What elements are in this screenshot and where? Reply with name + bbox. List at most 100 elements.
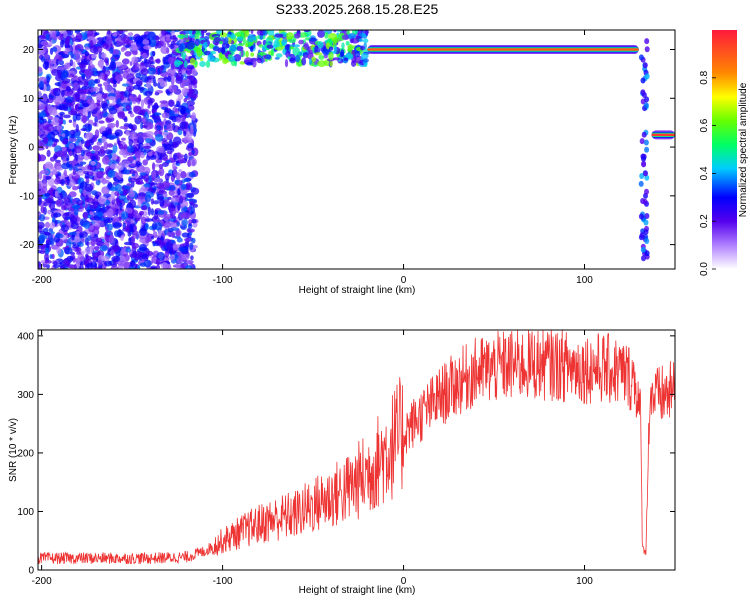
spectrogram-blob [131, 124, 137, 131]
spectrogram-blob [154, 92, 160, 96]
spectrogram-blob [309, 58, 312, 65]
spectrogram-blob [114, 191, 119, 197]
spectrogram-stripe-blob [642, 198, 648, 205]
spectrogram-blob [180, 108, 186, 115]
spectrogram-blob [43, 137, 49, 145]
spectrogram-blob [175, 116, 182, 122]
spectrogram-x-tick-label: 100 [576, 275, 593, 286]
spectrogram-blob [181, 211, 190, 220]
spectrogram-blob [61, 162, 70, 170]
spectrogram-blob [91, 54, 97, 59]
spectrogram-blob [38, 244, 46, 250]
spectrogram-blob [220, 36, 224, 40]
spectrogram-blob [155, 159, 163, 164]
spectrogram-blob [163, 214, 173, 219]
spectrogram-blob [236, 36, 243, 42]
spectrogram-blob [80, 63, 86, 73]
spectrogram-blob [68, 191, 77, 198]
spectrogram-blob [141, 52, 148, 59]
spectrogram-blob [53, 210, 61, 214]
spectrogram-blob [64, 247, 73, 255]
spectrogram-blob [156, 209, 165, 215]
spectrogram-blob [102, 43, 109, 50]
spectrogram-blob [136, 136, 145, 145]
spectrogram-blob [84, 133, 93, 140]
spectrogram-blob [180, 183, 187, 191]
spectrogram-blob [38, 66, 43, 74]
spectrogram-blob [64, 62, 71, 70]
spectrogram-y-ticks: -20 -10 0 10 20 [20, 45, 675, 251]
spectrogram-blob [156, 146, 165, 153]
spectrogram-blob [295, 54, 301, 63]
spectrogram-blob [166, 150, 173, 155]
spectrogram-blob [170, 30, 175, 36]
spectrogram-blob [129, 61, 133, 66]
spectrogram-blob [38, 103, 46, 111]
spectrogram-blob [91, 99, 95, 105]
spectrogram-blob [57, 67, 65, 71]
spectrogram-blob [360, 45, 365, 51]
spectrogram-blob [151, 222, 158, 230]
spectrogram-blob [46, 104, 53, 114]
spectrogram-y-tick-label: -20 [20, 240, 35, 251]
spectrogram-blob [86, 262, 94, 269]
spectrogram-blob [38, 140, 43, 148]
spectrogram-blob [133, 224, 137, 232]
spectrogram-blob [62, 138, 68, 145]
spectrogram-blob [246, 62, 253, 66]
spectrogram-blob [178, 246, 186, 252]
spectrogram-blob [221, 46, 226, 55]
spectrogram-blob [87, 145, 93, 151]
spectrogram-blob [158, 40, 164, 47]
spectrogram-blob [39, 214, 46, 222]
spectrogram-blob [115, 208, 119, 217]
spectrogram-blob [43, 54, 50, 60]
spectrogram-blob [118, 106, 123, 111]
spectrogram-blob [183, 238, 191, 242]
spectrogram-blob [132, 212, 140, 219]
spectrogram-blob [56, 246, 62, 255]
spectrogram-blob [317, 30, 325, 38]
spectrogram-blob [101, 255, 110, 262]
spectrogram-blob [117, 260, 126, 266]
spectrogram-blob [256, 30, 265, 36]
spectrogram-stripe-blob [644, 238, 650, 244]
spectrogram-blob [185, 33, 189, 38]
spectrogram-blob [154, 209, 159, 215]
spectrogram-stripe-blob [639, 173, 645, 179]
spectrogram-blob [77, 99, 84, 104]
spectrogram-blob [66, 30, 72, 35]
spectrogram-blob [266, 44, 274, 49]
spectrogram-blob [181, 69, 186, 75]
spectrogram-blob [47, 97, 54, 104]
spectrogram-blob [64, 130, 70, 138]
spectrogram-blob [129, 131, 137, 137]
spectrogram-blob [71, 204, 80, 210]
spectrogram-blob [49, 237, 55, 246]
spectrogram-blob [81, 74, 86, 80]
spectrogram-blob [38, 239, 41, 244]
spectrogram-y-tick-label: 20 [23, 45, 35, 56]
spectrogram-blob [99, 72, 105, 80]
spectrogram-blob [140, 99, 145, 108]
spectrogram-blob [123, 185, 132, 190]
spectrogram-blob [126, 156, 135, 162]
spectrogram-blob [107, 105, 115, 111]
spectrogram-blob [106, 223, 113, 231]
spectrogram-blob [61, 80, 69, 84]
spectrogram-blob [90, 231, 95, 238]
spectrogram-blob [158, 167, 165, 177]
spectrogram-blob [115, 95, 120, 99]
spectrogram-blob [83, 80, 89, 88]
spectrogram-blob [72, 81, 80, 91]
spectrogram-blob [147, 67, 157, 75]
spectrogram-blob [129, 199, 137, 209]
spectrogram-blob [109, 186, 118, 192]
spectrogram-blob [294, 33, 301, 39]
spectrogram-blob [245, 43, 249, 48]
spectrogram-blob [165, 144, 174, 151]
spectrogram-blob [210, 50, 216, 55]
spectrogram-blob [199, 61, 207, 67]
snr-x-tick-label: -200 [32, 576, 52, 587]
spectral-line-band [651, 133, 675, 137]
